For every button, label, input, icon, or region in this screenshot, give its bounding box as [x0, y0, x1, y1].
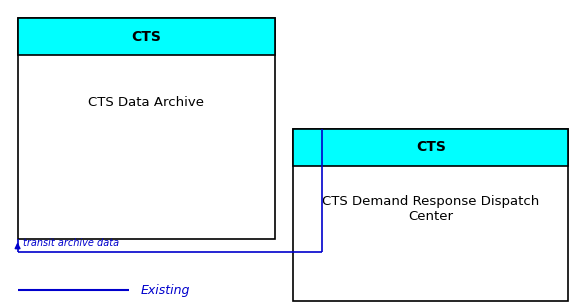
Bar	[293, 129, 568, 166]
Bar	[18, 18, 275, 55]
Text: CTS: CTS	[132, 30, 161, 44]
Text: CTS Data Archive: CTS Data Archive	[88, 96, 205, 109]
Text: CTS: CTS	[416, 140, 445, 154]
Text: transit archive data: transit archive data	[23, 238, 120, 248]
Text: Existing: Existing	[141, 284, 190, 297]
Text: CTS Demand Response Dispatch
Center: CTS Demand Response Dispatch Center	[322, 196, 539, 223]
Bar	[293, 129, 568, 301]
Bar	[18, 18, 275, 239]
